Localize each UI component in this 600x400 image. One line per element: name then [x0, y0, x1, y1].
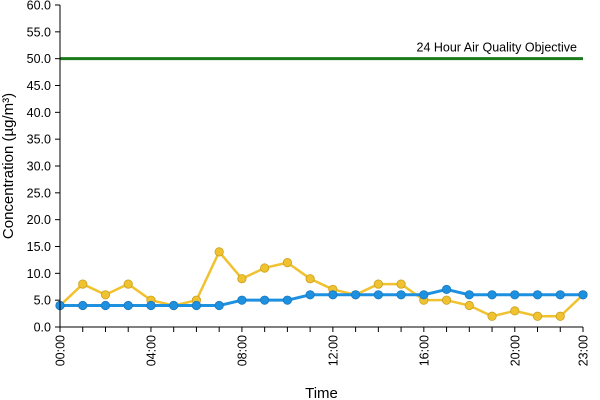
y-tick-label: 60.0: [27, 0, 51, 13]
y-tick-label: 45.0: [27, 79, 51, 93]
y-tick-label: 5.0: [34, 294, 51, 308]
data-point: [441, 295, 452, 305]
data-point: [351, 290, 361, 300]
data-point: [441, 284, 452, 295]
y-axis-ticks: 0.0 5.0 10.0 15.0 20.0 25.0 30.0 35.0 40.0 45.0 50…: [27, 0, 60, 335]
y-tick-label: 30.0: [27, 160, 51, 174]
x-tick-label: 20:00: [508, 335, 522, 366]
data-point: [123, 300, 133, 311]
y-tick-label: 15.0: [27, 240, 51, 254]
data-point: [555, 311, 565, 321]
data-point: [555, 290, 565, 300]
y-tick-label: 10.0: [27, 267, 51, 281]
x-tick-label: 23:00: [577, 335, 591, 366]
series-1: [55, 247, 588, 321]
data-point: [578, 290, 588, 300]
data-point: [78, 279, 88, 289]
data-point: [100, 300, 111, 311]
y-tick-label: 40.0: [27, 106, 51, 120]
y-tick-label: 0.0: [34, 321, 51, 335]
x-tick-label: 08:00: [235, 335, 249, 366]
data-point: [464, 300, 474, 311]
data-point: [146, 300, 156, 311]
data-point: [78, 300, 88, 311]
data-point: [396, 290, 406, 300]
reference-line-group: 24 Hour Air Quality Objective: [60, 41, 583, 61]
data-point: [532, 311, 543, 321]
data-point: [214, 247, 224, 257]
x-axis-ticks: 00:00 04:00 08:00 12:00 16:00 20:00 23:00: [54, 327, 591, 366]
data-point: [282, 257, 292, 268]
data-point: [510, 290, 520, 300]
y-tick-label: 50.0: [27, 52, 51, 66]
data-point: [487, 290, 497, 300]
data-point: [260, 295, 270, 305]
x-tick-label: 00:00: [54, 335, 68, 366]
y-tick-label: 55.0: [27, 25, 51, 39]
data-point: [328, 290, 338, 300]
data-point: [396, 279, 406, 289]
data-point: [305, 274, 315, 284]
data-point: [305, 290, 315, 300]
data-point: [237, 274, 247, 284]
data-point: [260, 263, 270, 273]
reference-line-label: 24 Hour Air Quality Objective: [417, 41, 578, 55]
y-tick-label: 20.0: [27, 213, 51, 227]
x-tick-label: 12:00: [326, 335, 340, 366]
data-point: [532, 290, 543, 300]
x-tick-label: 16:00: [417, 335, 431, 366]
series-2: [55, 284, 588, 311]
data-point: [373, 279, 383, 289]
data-point: [191, 300, 202, 311]
data-point: [169, 300, 179, 311]
data-point: [237, 295, 247, 305]
data-point: [282, 295, 292, 305]
x-axis-title: Time: [305, 385, 338, 400]
data-point: [419, 290, 429, 300]
data-point: [464, 290, 474, 300]
data-point: [373, 290, 383, 300]
data-point: [100, 290, 111, 300]
y-axis-title: Concentration (µg/m³): [0, 93, 17, 239]
data-point: [510, 306, 520, 316]
data-point: [123, 279, 133, 289]
y-tick-label: 25.0: [27, 186, 51, 200]
series-group: [55, 247, 588, 321]
data-point: [487, 311, 497, 321]
x-tick-label: 04:00: [144, 335, 158, 366]
y-tick-label: 35.0: [27, 133, 51, 147]
data-point: [214, 300, 224, 311]
